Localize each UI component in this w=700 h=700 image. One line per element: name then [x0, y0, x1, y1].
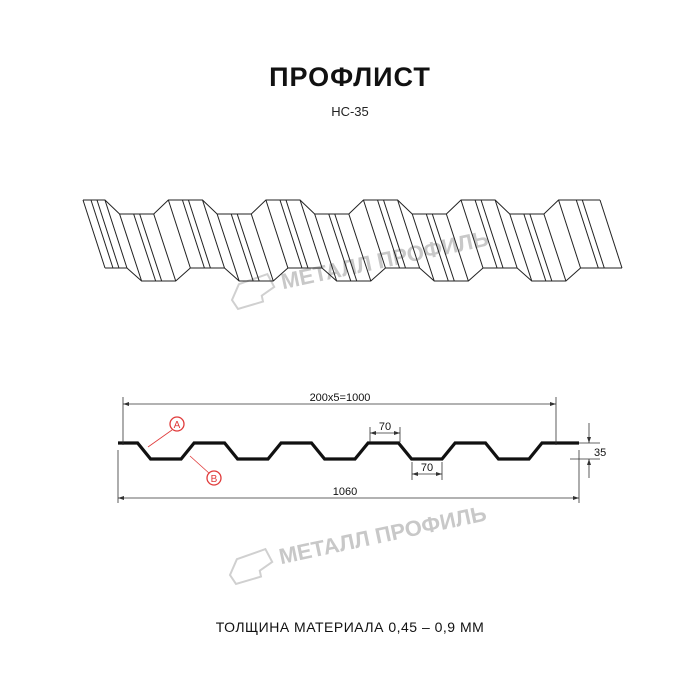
sheet-fold-line — [543, 213, 567, 282]
sheet-fold-line — [411, 213, 435, 282]
dimension-arrows — [118, 402, 591, 500]
sheet-fold-line — [558, 199, 582, 269]
callout-a: A — [147, 416, 185, 448]
sheet-stiffener-line — [425, 213, 449, 282]
sheet-stiffener-line — [328, 213, 352, 282]
watermark-text: МЕТАЛЛ ПРОФИЛЬ — [277, 501, 489, 569]
sheet-fold-line — [119, 213, 143, 282]
sheet-fold-line — [250, 213, 274, 282]
sheet-fold-line — [348, 213, 372, 282]
sheet-stiffener-line — [529, 213, 553, 282]
sheet-stiffener-line — [133, 213, 157, 282]
sheet-stiffener-line — [334, 213, 358, 282]
callout-a-label: A — [174, 420, 181, 431]
callout-b: B — [189, 455, 222, 486]
sheet-fold-line — [202, 199, 225, 269]
sheet-stiffener-line — [575, 199, 599, 269]
sheet-stiffener-line — [236, 213, 260, 282]
valley-width-label: 70 — [421, 462, 433, 474]
material-thickness: ТОЛЩИНА МАТЕРИАЛА 0,45 – 0,9 ММ — [215, 619, 485, 635]
sheet-fold-line — [362, 199, 386, 269]
sheet-stiffener-line — [187, 199, 211, 269]
sheet-stiffener-line — [377, 199, 400, 269]
sheet-stiffener-line — [431, 213, 455, 282]
sheet-perspective-view — [82, 199, 623, 282]
pitch-label: 200x5=1000 — [310, 392, 371, 404]
sheet-fold-line — [445, 213, 469, 282]
sheet-stiffener-line — [523, 213, 547, 282]
sheet-fold-line — [167, 199, 191, 269]
crest-width-label: 70 — [379, 421, 391, 433]
sheet-fold-line — [460, 199, 484, 269]
sheet-fold-line — [299, 199, 323, 269]
total-width-label: 1060 — [333, 486, 357, 498]
sheet-stiffener-line — [90, 199, 114, 269]
sheet-bottom-edge — [105, 267, 622, 282]
sheet-fold-line — [397, 199, 421, 269]
watermark-bottom: МЕТАЛЛ ПРОФИЛЬ — [228, 501, 489, 586]
cross-section-profile — [118, 441, 579, 461]
sheet-fold-line — [153, 213, 177, 282]
callout-b-label: B — [211, 474, 218, 485]
sheet-fold-line — [216, 213, 240, 282]
sheet-stiffener-line — [181, 199, 205, 269]
profile-model: НС-35 — [331, 104, 369, 119]
sheet-stiffener-line — [581, 199, 605, 269]
sheet-stiffener-line — [285, 199, 309, 269]
sheet-fold-line — [314, 213, 338, 282]
height-label: 35 — [594, 447, 606, 459]
sheet-top-edge — [83, 199, 600, 215]
sheet-stiffener-line — [474, 199, 498, 269]
page-title: ПРОФЛИСТ — [269, 62, 431, 92]
sheet-fold-line — [265, 199, 289, 269]
sheet-stiffener-line — [96, 199, 120, 269]
sheet-stiffener-line — [139, 213, 163, 282]
sheet-stiffener-line — [480, 199, 504, 269]
sheet-stiffener-line — [279, 199, 303, 269]
sheet-fold-line — [104, 199, 128, 269]
sheet-stiffener-line — [383, 199, 406, 269]
sheet-fold-line — [494, 199, 518, 269]
sheet-fold-line — [509, 213, 533, 282]
watermark-text: МЕТАЛЛ ПРОФИЛЬ — [279, 226, 491, 294]
sheet-fold-line — [82, 199, 106, 269]
sheet-fold-line — [599, 199, 623, 269]
watermark-top: МЕТАЛЛ ПРОФИЛЬ — [230, 226, 491, 311]
sheet-stiffener-line — [230, 213, 254, 282]
